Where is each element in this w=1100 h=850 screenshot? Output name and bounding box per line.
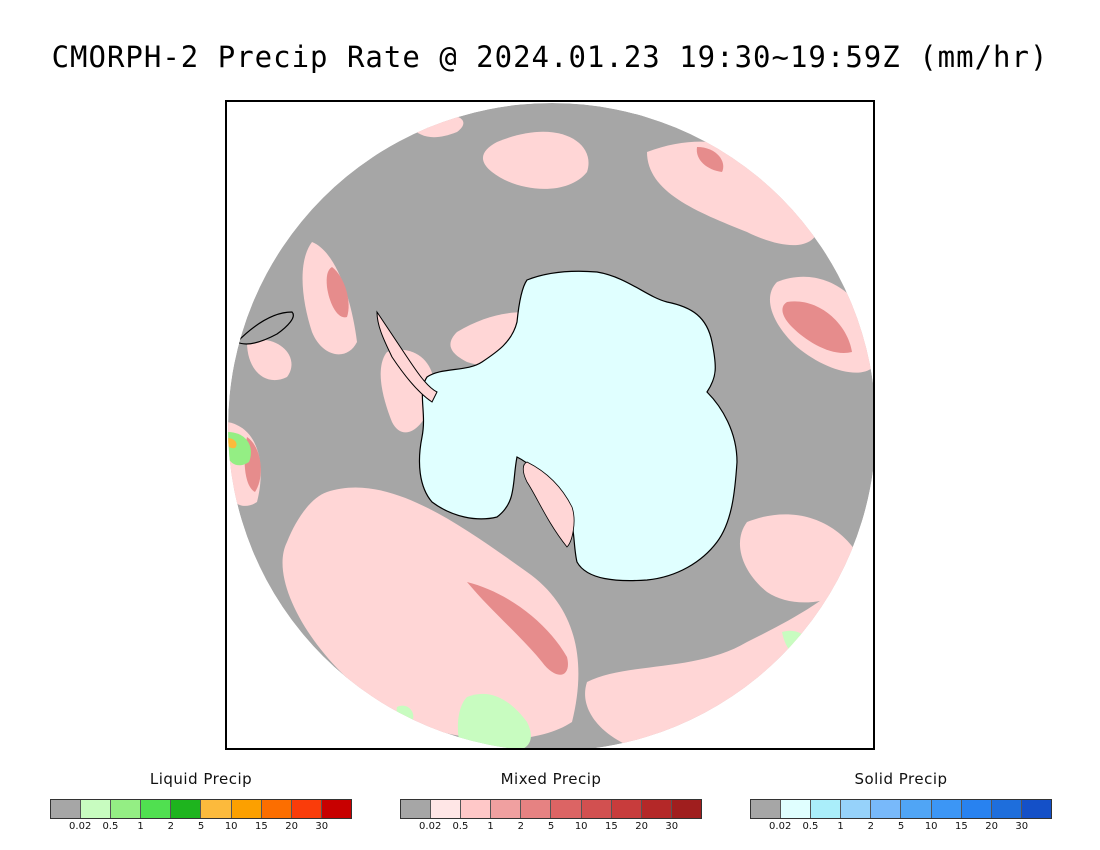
legend-tick-label: 0.02	[69, 821, 92, 832]
legend-swatch	[81, 800, 112, 818]
legend-swatch	[811, 800, 842, 818]
legend-tick-label: 2	[167, 821, 174, 832]
legend-tick-label: 0.5	[802, 821, 819, 832]
legend-swatch	[491, 800, 522, 818]
legend-tick-label: 1	[137, 821, 144, 832]
chart-title: CMORPH-2 Precip Rate @ 2024.01.23 19:30~…	[51, 40, 1049, 74]
map-svg	[227, 102, 873, 748]
legend-tick-label: 10	[224, 821, 238, 832]
legend-color-bar	[400, 799, 702, 819]
legend-swatch	[171, 800, 202, 818]
legend-title: Mixed Precip	[500, 770, 602, 788]
legend-tick-label: 30	[1015, 821, 1029, 832]
legend-swatch	[141, 800, 172, 818]
legend-swatch	[901, 800, 932, 818]
legend-tick-label: 10	[924, 821, 938, 832]
polar-map	[225, 100, 875, 750]
legend-swatch	[931, 800, 962, 818]
legend-title: Solid Precip	[854, 770, 948, 788]
legend-mixed: Mixed Precip 0.02 0.5 1 2 5 10 15 20 30	[400, 770, 702, 835]
legend-tick-label: 20	[985, 821, 998, 832]
legend-tick-label: 20	[635, 821, 648, 832]
legend-tick-label: 2	[867, 821, 874, 832]
legend-swatch	[611, 800, 642, 818]
legend-tick-label: 30	[665, 821, 679, 832]
legend-tick-label: 10	[574, 821, 588, 832]
legend-ticks: 0.02 0.5 1 2 5 10 15 20 30	[750, 821, 1052, 835]
legend-tick-label: 30	[315, 821, 329, 832]
legend-ticks: 0.02 0.5 1 2 5 10 15 20 30	[400, 821, 702, 835]
legend-swatch	[461, 800, 492, 818]
legend-swatch	[961, 800, 992, 818]
legend-color-bar	[50, 799, 352, 819]
legend-liquid: Liquid Precip 0.02 0.5 1 2 5 10 15 20 30	[50, 770, 352, 835]
legend-swatch	[261, 800, 292, 818]
legend-swatch	[671, 800, 701, 818]
legend-solid: Solid Precip 0.02 0.5 1 2 5 10 15 20 30	[750, 770, 1052, 835]
legend-tick-label: 0.02	[769, 821, 792, 832]
legend-color-bar	[750, 799, 1052, 819]
ross-sea-area	[522, 461, 575, 548]
legend-swatch	[841, 800, 872, 818]
legend-swatch	[751, 800, 782, 818]
antarctic-peninsula	[376, 310, 438, 403]
legend-tick-label: 15	[955, 821, 968, 832]
legend-swatch	[781, 800, 812, 818]
legend-swatch	[521, 800, 552, 818]
legend-swatch	[551, 800, 582, 818]
legend-swatch	[641, 800, 672, 818]
legend-tick-label: 1	[837, 821, 844, 832]
legend-tick-label: 5	[897, 821, 905, 832]
legend-swatch	[991, 800, 1022, 818]
legend-swatch	[111, 800, 142, 818]
antarctica-continent	[418, 270, 738, 582]
legend-swatch	[1021, 800, 1051, 818]
south-america-coastline	[235, 311, 294, 345]
legend-title: Liquid Precip	[149, 770, 253, 788]
legend-swatch	[51, 800, 82, 818]
legend-swatch	[871, 800, 902, 818]
legend-tick-label: 5	[197, 821, 205, 832]
legend-tick-label: 15	[255, 821, 268, 832]
legend-swatch	[321, 800, 351, 818]
legend-tick-label: 15	[605, 821, 618, 832]
legend-swatch	[581, 800, 612, 818]
legend-swatch	[201, 800, 232, 818]
legend-tick-label: 5	[547, 821, 555, 832]
legend-tick-label: 0.5	[102, 821, 119, 832]
legend-swatch	[291, 800, 322, 818]
legend-tick-label: 20	[285, 821, 298, 832]
legend-swatch	[401, 800, 432, 818]
legend-tick-label: 0.5	[452, 821, 469, 832]
legend-tick-label: 2	[517, 821, 524, 832]
legend-swatch	[431, 800, 462, 818]
legend-ticks: 0.02 0.5 1 2 5 10 15 20 30	[50, 821, 352, 835]
legend-tick-label: 0.02	[419, 821, 442, 832]
legend-swatch	[231, 800, 262, 818]
legend-tick-label: 1	[487, 821, 494, 832]
